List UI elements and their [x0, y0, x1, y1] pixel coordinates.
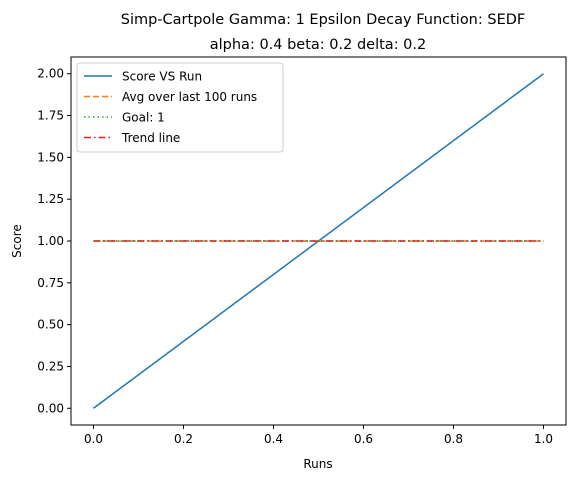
y-axis: 0.00 0.25 0.50 0.75 1.00 1.25 1.50 1.75 2.00 [37, 67, 71, 415]
x-tick-label: 0.8 [444, 432, 463, 446]
y-tick-label: 1.00 [37, 234, 64, 248]
chart-title: Simp-Cartpole Gamma: 1 Epsilon Decay Fun… [121, 12, 526, 28]
legend: Score VS Run Avg over last 100 runs Goal: … [76, 62, 284, 153]
y-tick-label: 1.25 [37, 192, 64, 206]
x-tick-label: 1.0 [534, 432, 553, 446]
y-axis-label: Score [10, 224, 24, 258]
y-tick-label: 0.25 [37, 359, 64, 373]
legend-label-2: Avg over last 100 runs [122, 90, 257, 104]
x-axis-label: Runs [303, 457, 332, 471]
x-tick-label: 0.0 [84, 432, 103, 446]
legend-label-1: Score VS Run [122, 70, 202, 84]
y-tick-label: 0.00 [37, 401, 64, 415]
y-tick-label: 0.75 [37, 276, 64, 290]
x-tick-label: 0.6 [354, 432, 373, 446]
plot-area: 0.0 0.2 0.4 0.6 0.8 1.0 0.00 0.25 0.50 0.75 1.00 1… [37, 56, 567, 446]
legend-label-3: Goal: 1 [122, 111, 165, 125]
y-tick-label: 2.00 [37, 67, 64, 81]
y-tick-label: 1.75 [37, 109, 64, 123]
series-lines [93, 73, 544, 409]
x-axis: 0.0 0.2 0.4 0.6 0.8 1.0 [84, 425, 553, 446]
chart-subtitle: alpha: 0.4 beta: 0.2 delta: 0.2 [210, 37, 427, 53]
legend-label-4: Trend line [121, 131, 180, 145]
x-tick-label: 0.4 [264, 432, 283, 446]
y-tick-label: 0.50 [37, 318, 64, 332]
x-tick-label: 0.2 [174, 432, 193, 446]
y-tick-label: 1.50 [37, 150, 64, 164]
legend-box [76, 62, 284, 153]
